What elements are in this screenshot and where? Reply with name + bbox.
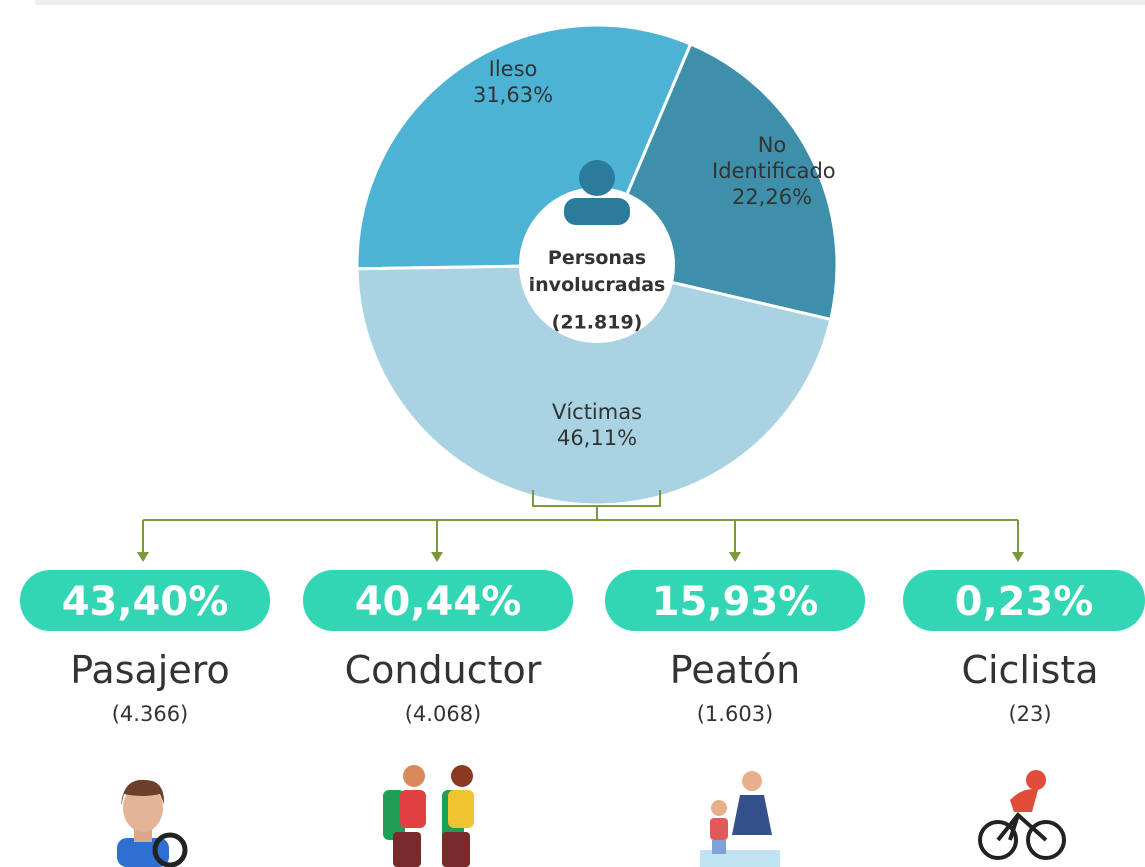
slice-value: 22,26% (731, 185, 813, 209)
category-count: (23) (1008, 702, 1052, 726)
icon-conductor (383, 765, 474, 867)
percent: 0,23% (954, 579, 1094, 625)
slice-value: 31,63% (472, 83, 554, 107)
arrows (137, 552, 1024, 562)
center-total: (21.819) (551, 311, 643, 334)
category-count: (4.366) (111, 702, 189, 726)
percent: 43,40% (61, 579, 229, 625)
percent-pill (605, 570, 865, 631)
connectors (142, 490, 1019, 552)
category-count: (1.603) (696, 702, 774, 726)
percent: 40,44% (354, 579, 522, 625)
donut-center (519, 187, 675, 343)
category-name: Ciclista (961, 648, 1099, 692)
person-head (579, 160, 615, 196)
category-name: Pasajero (70, 648, 230, 692)
slice-name: Víctimas (551, 400, 643, 424)
category-count: (4.068) (404, 702, 482, 726)
icon-peaton (700, 771, 780, 867)
slice-name: No Identificado (712, 133, 836, 183)
percent-pill (303, 570, 573, 631)
person-body (564, 198, 630, 225)
percent: 15,93% (651, 579, 819, 625)
percent-pill (20, 570, 270, 631)
donut (355, 23, 839, 507)
top-bar (35, 0, 1145, 5)
center-title: Personas involucradas (528, 247, 666, 296)
icon-pasajero (117, 779, 188, 867)
category-name: Conductor (344, 648, 542, 692)
donut-slice (355, 263, 833, 507)
percent-pill (903, 570, 1145, 631)
slice-value: 46,11% (556, 426, 638, 450)
slice-name: Ileso (488, 57, 538, 81)
category-name: Peatón (669, 648, 801, 692)
icon-ciclista (978, 770, 1066, 860)
pills (20, 570, 1145, 631)
